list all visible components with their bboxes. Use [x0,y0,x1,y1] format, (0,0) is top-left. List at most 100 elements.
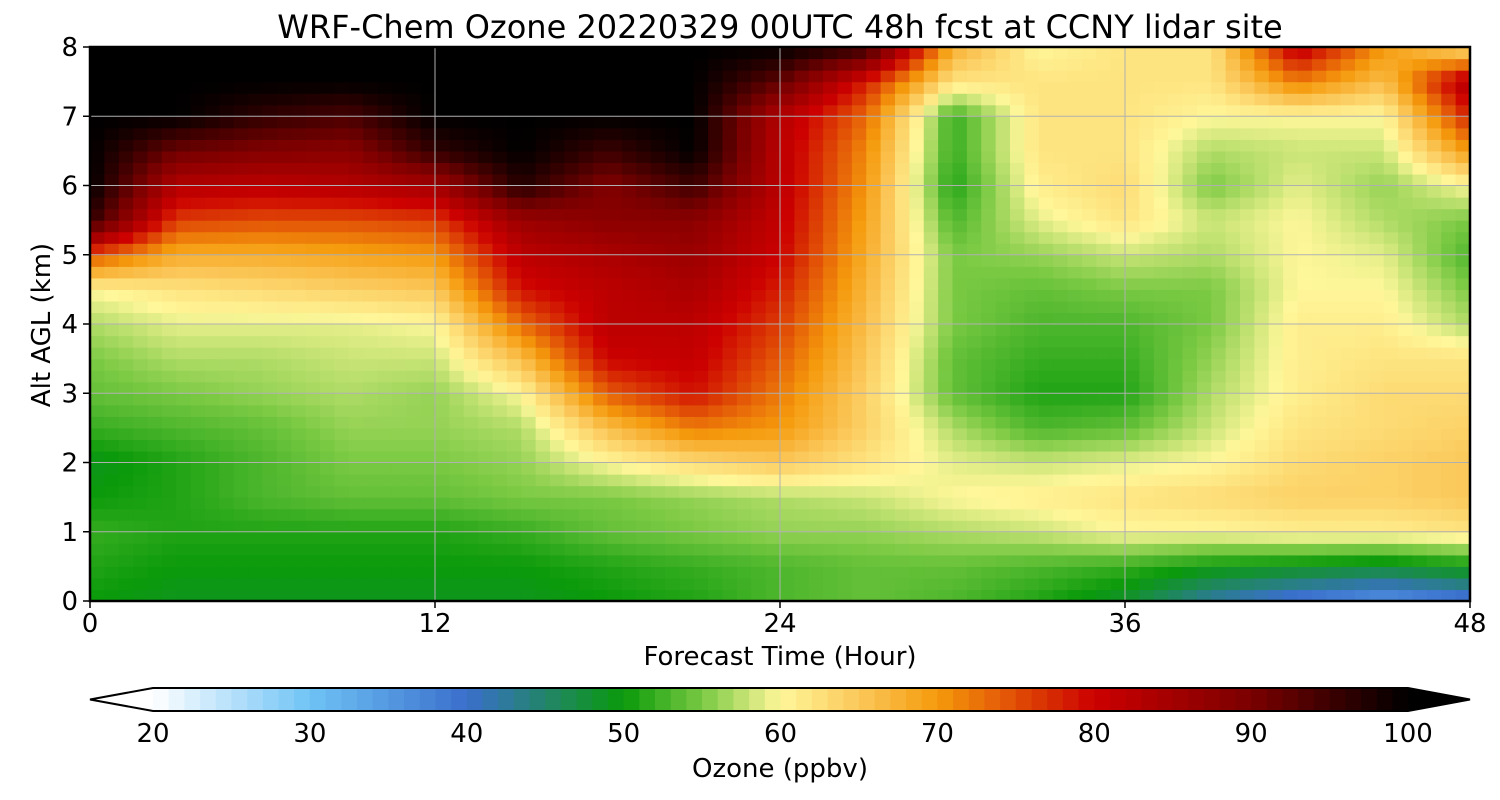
heatmap-cell [679,139,695,152]
heatmap-cell [981,462,997,475]
heatmap-cell [492,439,508,452]
heatmap-cell [966,381,982,394]
heatmap-cell [262,289,278,302]
heatmap-cell [751,462,767,475]
heatmap-cell [1153,393,1169,406]
heatmap-cell [1426,220,1442,233]
heatmap-cell [492,312,508,325]
heatmap-cell [564,197,580,210]
heatmap-cell [607,520,623,533]
heatmap-cell [262,450,278,464]
heatmap-cell [550,566,565,579]
heatmap-cell [1067,450,1083,464]
heatmap-cell [205,497,220,510]
heatmap-cell [837,531,853,544]
heatmap-cell [923,439,939,452]
colorbar-swatch [1360,688,1378,711]
heatmap-cell [1340,289,1356,302]
heatmap-cell [161,312,177,325]
heatmap-cell [420,104,436,117]
heatmap-cell [909,543,925,556]
heatmap-cell [535,531,551,544]
heatmap-cell [708,93,724,106]
heatmap-cell [938,150,954,164]
heatmap-cell [1441,127,1457,140]
heatmap-cell [593,81,609,94]
heatmap-cell [1412,185,1428,198]
heatmap-cell [1153,208,1169,221]
heatmap-cell [449,450,465,464]
heatmap-cell [291,185,307,198]
heatmap-cell [334,254,350,267]
heatmap-cell [1268,116,1284,129]
heatmap-cell [1211,127,1227,140]
heatmap-cell [305,47,321,60]
heatmap-cell [708,254,724,267]
heatmap-cell [1096,450,1112,464]
heatmap-cell [693,324,709,337]
heatmap-cell [938,474,954,487]
heatmap-cell [1326,208,1342,221]
heatmap-cell [1038,520,1054,533]
heatmap-cell [1455,150,1471,164]
heatmap-cell [1024,497,1040,510]
heatmap-cell [1010,185,1025,198]
heatmap-cell [909,139,925,152]
heatmap-cell [1441,531,1457,544]
heatmap-cell [1096,104,1112,117]
heatmap-cell [1240,162,1255,175]
heatmap-cell [1254,139,1270,152]
heatmap-cell [233,116,249,129]
heatmap-cell [909,208,925,221]
heatmap-cell [780,139,795,152]
heatmap-cell [1412,462,1428,475]
heatmap-cell [478,335,494,348]
heatmap-cell [420,520,436,533]
heatmap-cell [851,439,867,452]
heatmap-cell [363,116,379,129]
heatmap-cell [1455,393,1471,406]
heatmap-cell [1455,70,1471,83]
heatmap-cell [363,150,379,164]
heatmap-cell [981,508,997,521]
heatmap-cell [1340,520,1356,533]
heatmap-cell [478,577,494,591]
heatmap-cell [1340,566,1356,579]
heatmap-cell [1038,497,1054,510]
heatmap-cell [1369,162,1385,175]
heatmap-cell [1038,266,1054,279]
heatmap-cell [1455,277,1471,290]
heatmap-cell [334,300,350,314]
heatmap-cell [708,404,724,417]
heatmap-cell [1096,508,1112,521]
heatmap-cell [607,427,623,441]
heatmap-cell [1254,208,1270,221]
heatmap-cell [1398,497,1414,510]
heatmap-cell [176,116,192,129]
heatmap-cell [478,450,494,464]
heatmap-cell [1311,173,1327,187]
heatmap-cell [276,566,292,579]
heatmap-cell [233,93,249,106]
heatmap-cell [1168,543,1184,556]
heatmap-cell [161,462,177,475]
heatmap-cell [291,197,307,210]
heatmap-cell [1254,577,1270,591]
heatmap-cell [1297,231,1313,244]
heatmap-cell [406,370,422,383]
y-tick-label: 3 [61,379,78,409]
heatmap-cell [492,497,508,510]
heatmap-cell [607,312,623,325]
heatmap-cell [535,381,551,394]
heatmap-cell [492,589,508,602]
heatmap-cell [1038,139,1054,152]
heatmap-cell [1455,81,1471,94]
heatmap-cell [564,450,580,464]
heatmap-cell [1355,243,1370,256]
heatmap-cell [104,474,120,487]
heatmap-cell [636,520,652,533]
heatmap-cell [133,543,149,556]
heatmap-cell [1211,462,1227,475]
heatmap-cell [1340,220,1356,233]
